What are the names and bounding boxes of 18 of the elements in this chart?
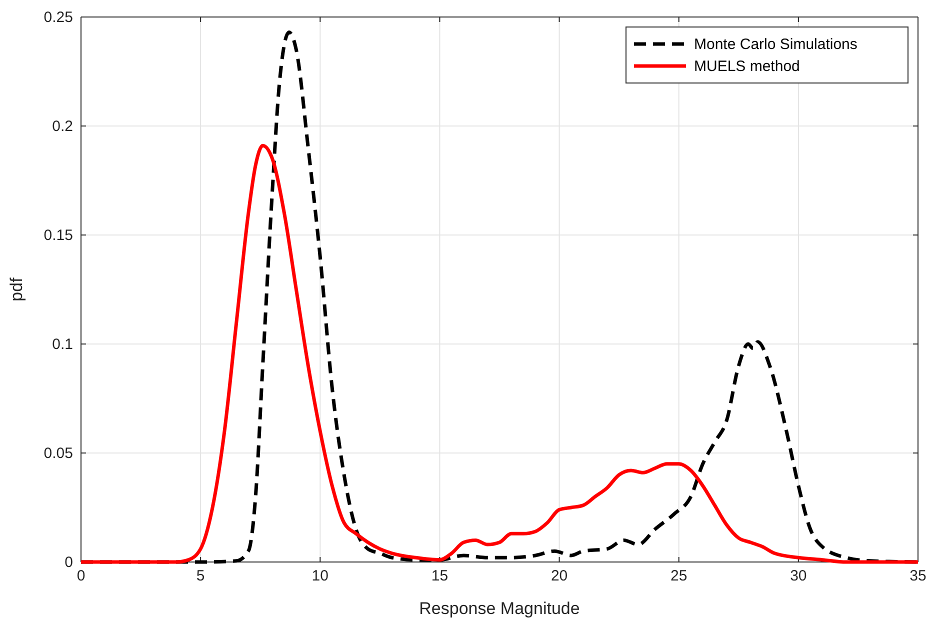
x-tick-label: 0: [76, 568, 86, 585]
x-tick-label: 20: [550, 568, 568, 585]
y-tick-label: 0.15: [44, 226, 73, 244]
x-tick-label: 10: [312, 568, 328, 585]
y-tick-label: 0.05: [44, 444, 73, 462]
legend-label: MUELS method: [694, 58, 800, 75]
x-tick-label: 15: [431, 568, 448, 585]
y-tick-label: 0: [64, 554, 73, 571]
y-tick-label: 0.2: [52, 118, 73, 135]
y-tick-label: 0.25: [44, 8, 73, 26]
x-tick-label: 30: [790, 568, 807, 585]
y-axis-title: pdf: [7, 277, 26, 302]
y-tick-label: 0.1: [52, 336, 73, 353]
legend-label: Monte Carlo Simulations: [694, 36, 858, 53]
x-tick-label: 35: [910, 568, 926, 585]
x-axis-title: Response Magnitude: [419, 599, 580, 618]
x-tick-label: 25: [670, 568, 688, 585]
x-tick-label: 5: [196, 568, 205, 585]
